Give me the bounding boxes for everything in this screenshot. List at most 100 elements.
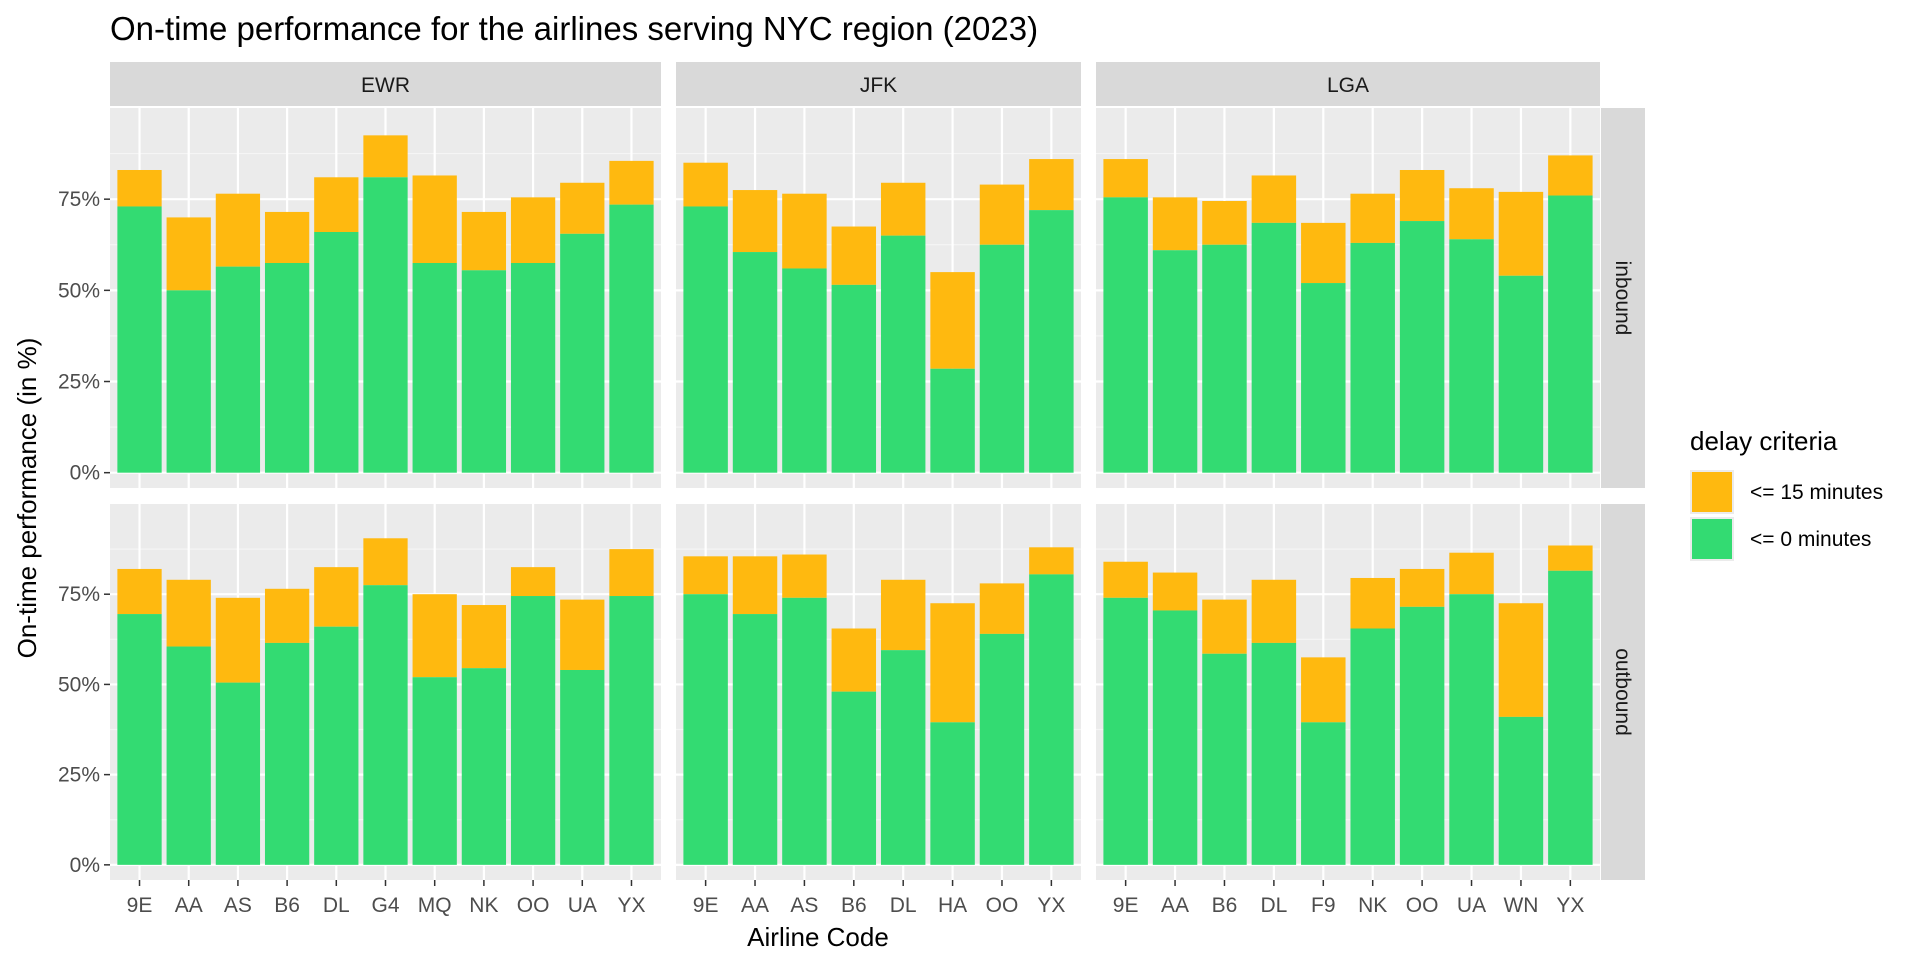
bar-jfk-inbound-9e-0min bbox=[683, 206, 728, 473]
bar-ewr-inbound-mq-0min bbox=[412, 262, 457, 473]
x-tick-label: UA bbox=[1457, 894, 1486, 917]
facet-strip-inbound bbox=[1601, 108, 1645, 488]
chart-title: On-time performance for the airlines ser… bbox=[110, 10, 1038, 47]
bar-lga-inbound-f9-0min bbox=[1301, 283, 1346, 473]
bar-ewr-inbound-g4-15min bbox=[363, 135, 408, 178]
bar-lga-inbound-ua-15min bbox=[1449, 188, 1494, 240]
bar-lga-outbound-yx-15min bbox=[1548, 545, 1593, 571]
bar-lga-outbound-nk-0min bbox=[1350, 628, 1395, 865]
panel-lga-outbound: 9E AA B6 DL F9 NK OO UA WN YX bbox=[1096, 504, 1600, 917]
bar-ewr-outbound-g4-15min bbox=[363, 538, 408, 586]
bar-jfk-outbound-b6-15min bbox=[831, 628, 877, 692]
x-axis-title: Airline Code bbox=[747, 922, 889, 952]
bar-ewr-inbound-aa-0min bbox=[166, 290, 211, 473]
y-tick-label: 75% bbox=[58, 188, 100, 211]
bar-jfk-inbound-b6-15min bbox=[831, 226, 877, 285]
bar-ewr-outbound-dl-15min bbox=[314, 567, 359, 627]
bar-jfk-inbound-yx-0min bbox=[1029, 210, 1074, 473]
x-tick-label: WN bbox=[1503, 894, 1538, 917]
bar-lga-outbound-ua-15min bbox=[1449, 552, 1494, 595]
bar-ewr-outbound-b6-15min bbox=[264, 588, 310, 643]
bar-jfk-outbound-yx-15min bbox=[1029, 547, 1074, 575]
x-tick-label: AA bbox=[1161, 894, 1189, 917]
bar-ewr-inbound-mq-15min bbox=[412, 175, 457, 263]
bar-ewr-inbound-as-0min bbox=[215, 266, 261, 473]
bar-ewr-inbound-dl-0min bbox=[314, 231, 359, 473]
legend-label-1: <= 0 minutes bbox=[1750, 528, 1871, 551]
y-axis-title: On-time performance (in %) bbox=[12, 338, 42, 659]
bar-jfk-inbound-dl-15min bbox=[880, 182, 926, 236]
bar-jfk-inbound-ha-15min bbox=[930, 272, 975, 369]
bar-jfk-inbound-aa-15min bbox=[732, 190, 778, 253]
bar-lga-outbound-f9-15min bbox=[1301, 657, 1346, 723]
bar-ewr-inbound-b6-0min bbox=[264, 262, 310, 473]
bar-lga-inbound-aa-0min bbox=[1152, 250, 1198, 473]
x-tick-label: MQ bbox=[418, 894, 452, 917]
y-tick-label: 25% bbox=[58, 764, 100, 787]
bar-jfk-outbound-aa-15min bbox=[732, 556, 778, 615]
bar-ewr-outbound-b6-0min bbox=[264, 642, 310, 865]
bar-ewr-outbound-oo-15min bbox=[510, 567, 556, 597]
bar-ewr-inbound-ua-15min bbox=[560, 182, 605, 234]
bar-jfk-outbound-9e-0min bbox=[683, 594, 728, 865]
bar-ewr-outbound-as-0min bbox=[215, 682, 261, 865]
x-tick-label: B6 bbox=[1212, 894, 1238, 917]
x-tick-label: 9E bbox=[127, 894, 153, 917]
bar-jfk-inbound-9e-15min bbox=[683, 162, 728, 207]
bar-lga-inbound-b6-15min bbox=[1202, 200, 1247, 245]
x-tick-label: OO bbox=[1406, 894, 1439, 917]
bar-ewr-inbound-oo-15min bbox=[510, 197, 556, 263]
x-tick-label: DL bbox=[1260, 894, 1287, 917]
bar-ewr-outbound-mq-15min bbox=[412, 594, 457, 678]
bar-lga-inbound-b6-0min bbox=[1202, 244, 1247, 473]
facet-label-lga: LGA bbox=[1327, 74, 1369, 97]
bar-lga-outbound-b6-0min bbox=[1202, 653, 1247, 865]
bar-ewr-outbound-aa-15min bbox=[166, 579, 211, 647]
bar-lga-outbound-dl-0min bbox=[1251, 642, 1297, 865]
bar-lga-inbound-dl-0min bbox=[1251, 222, 1297, 473]
x-tick-label: G4 bbox=[371, 894, 399, 917]
y-tick-label: 75% bbox=[58, 583, 100, 606]
bar-ewr-inbound-9e-0min bbox=[117, 206, 162, 473]
bar-lga-outbound-wn-0min bbox=[1498, 716, 1544, 865]
bar-ewr-inbound-9e-15min bbox=[117, 169, 162, 207]
bar-lga-inbound-aa-15min bbox=[1152, 197, 1198, 251]
bar-lga-outbound-dl-15min bbox=[1251, 579, 1297, 643]
x-tick-label: HA bbox=[938, 894, 967, 917]
bar-ewr-inbound-b6-15min bbox=[264, 211, 310, 263]
bar-ewr-outbound-ua-15min bbox=[560, 599, 605, 670]
bar-lga-inbound-nk-0min bbox=[1350, 242, 1395, 473]
bar-ewr-inbound-yx-0min bbox=[609, 204, 654, 473]
bar-lga-outbound-aa-15min bbox=[1152, 572, 1198, 611]
x-tick-label: NK bbox=[1358, 894, 1387, 917]
y-tick-label: 50% bbox=[58, 673, 100, 696]
bar-lga-outbound-oo-15min bbox=[1399, 568, 1445, 607]
bar-lga-outbound-nk-15min bbox=[1350, 577, 1395, 629]
bar-jfk-inbound-as-15min bbox=[782, 193, 827, 269]
bar-jfk-outbound-9e-15min bbox=[683, 556, 728, 595]
bar-ewr-inbound-yx-15min bbox=[609, 160, 654, 205]
x-tick-label: AS bbox=[224, 894, 252, 917]
bar-ewr-outbound-yx-15min bbox=[609, 549, 654, 597]
x-tick-label: YX bbox=[617, 894, 645, 917]
bar-ewr-inbound-oo-0min bbox=[510, 262, 556, 473]
x-tick-label: DL bbox=[890, 894, 917, 917]
facet-label-ewr: EWR bbox=[361, 74, 410, 97]
bar-lga-inbound-yx-0min bbox=[1548, 195, 1593, 473]
bar-ewr-inbound-ua-0min bbox=[560, 233, 605, 473]
bar-lga-outbound-b6-15min bbox=[1202, 599, 1247, 654]
bar-jfk-inbound-as-0min bbox=[782, 268, 827, 473]
bar-ewr-outbound-as-15min bbox=[215, 597, 261, 683]
x-tick-label: AA bbox=[175, 894, 203, 917]
bar-ewr-outbound-9e-15min bbox=[117, 568, 162, 615]
x-tick-label: B6 bbox=[274, 894, 300, 917]
x-tick-label: OO bbox=[517, 894, 550, 917]
y-tick-label: 50% bbox=[58, 279, 100, 302]
x-tick-label: NK bbox=[469, 894, 498, 917]
bar-lga-outbound-oo-0min bbox=[1399, 606, 1445, 865]
bar-jfk-inbound-yx-15min bbox=[1029, 159, 1074, 211]
bar-jfk-inbound-aa-0min bbox=[732, 252, 778, 473]
x-tick-label: DL bbox=[323, 894, 350, 917]
bar-lga-outbound-yx-0min bbox=[1548, 570, 1593, 865]
